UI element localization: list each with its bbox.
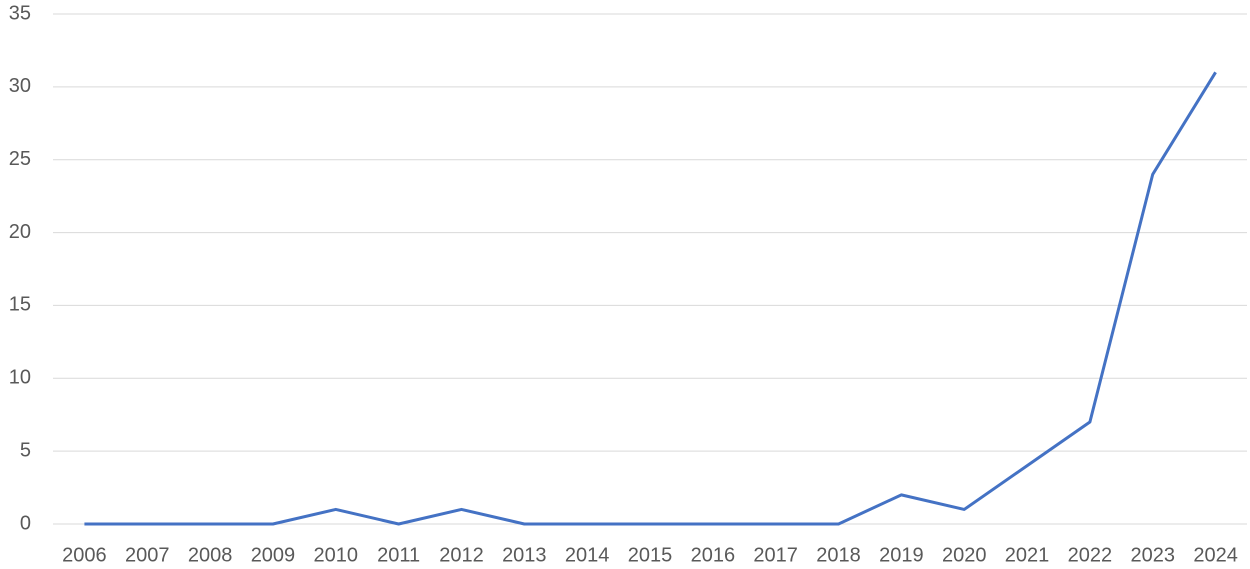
data-line (84, 71, 1217, 526)
x-tick-label: 2007 (125, 544, 170, 566)
y-tick-label: 30 (9, 75, 31, 97)
y-tick-label: 0 (20, 512, 31, 534)
x-tick-label: 2014 (565, 544, 610, 566)
y-tick-label: 5 (20, 439, 31, 461)
x-tick-label: 2019 (879, 544, 924, 566)
x-tick-label: 2017 (753, 544, 798, 566)
x-tick-label: 2012 (439, 544, 484, 566)
y-tick-label: 20 (9, 221, 31, 243)
x-tick-label: 2009 (251, 544, 296, 566)
x-tick-label: 2020 (942, 544, 987, 566)
x-tick-label: 2010 (314, 544, 359, 566)
y-tick-label: 25 (9, 148, 31, 170)
y-tick-label: 10 (9, 367, 31, 389)
x-tick-label: 2006 (62, 544, 107, 566)
x-tick-label: 2021 (1005, 544, 1050, 566)
x-tick-label: 2024 (1193, 544, 1238, 566)
y-tick-label: 35 (9, 2, 31, 24)
x-tick-label: 2018 (816, 544, 861, 566)
x-tick-label: 2016 (691, 544, 736, 566)
x-tick-label: 2011 (377, 544, 420, 566)
x-tick-label: 2008 (188, 544, 233, 566)
y-tick-label: 15 (9, 294, 31, 316)
x-tick-label: 2023 (1130, 544, 1175, 566)
x-tick-label: 2015 (628, 544, 673, 566)
x-tick-label: 2022 (1068, 544, 1113, 566)
x-tick-label: 2013 (502, 544, 547, 566)
